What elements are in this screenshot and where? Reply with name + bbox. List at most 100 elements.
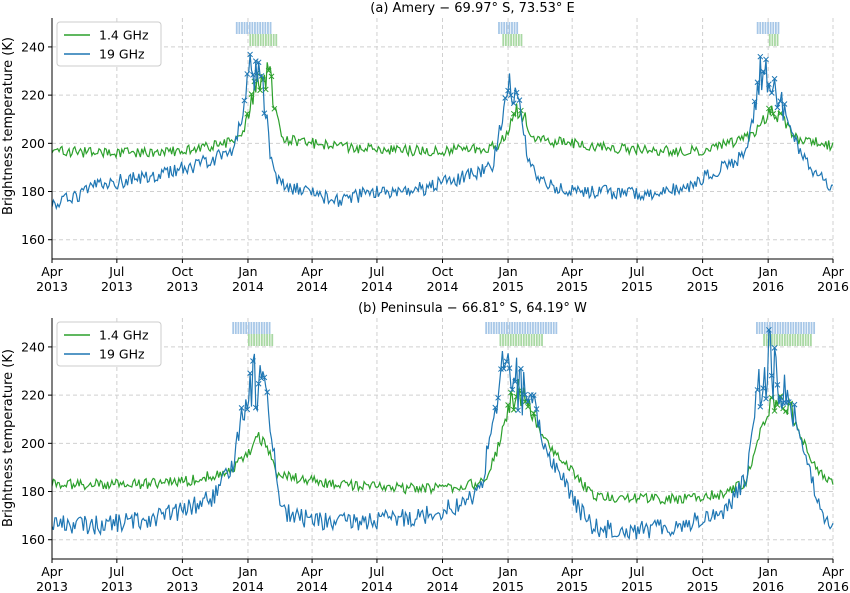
marker-tick — [269, 22, 272, 34]
marker-tick — [524, 322, 527, 334]
y-tick-label: 220 — [21, 388, 45, 403]
marker-tick — [502, 334, 504, 346]
x-tick-label: Oct 2015 — [687, 564, 719, 593]
x-tick-label: Apr 2014 — [296, 564, 328, 593]
marker-tick — [503, 322, 506, 334]
marker-tick — [545, 322, 547, 334]
x-tick-label: Apr 2016 — [817, 264, 849, 294]
x-tick-label: Jul 2014 — [361, 264, 393, 294]
marker-tick — [266, 322, 268, 334]
marker-tick — [783, 334, 786, 346]
marker-tick — [247, 322, 250, 334]
data-point-marker — [505, 402, 511, 408]
marker-tick — [525, 334, 528, 346]
marker-tick — [522, 334, 525, 346]
marker-tick — [257, 34, 259, 46]
data-point-marker — [268, 73, 275, 80]
marker-tick — [792, 322, 795, 334]
data-point-marker — [533, 406, 540, 412]
marker-tick — [541, 334, 543, 346]
marker-tick — [255, 334, 258, 346]
marker-tick — [756, 22, 759, 34]
marker-tick — [761, 22, 764, 34]
x-tick-label: Apr 2015 — [556, 264, 588, 294]
legend-label: 1.4 GHz — [99, 28, 149, 43]
marker-tick — [784, 322, 787, 334]
marker-tick — [259, 34, 262, 46]
x-tick-label: Jul 2015 — [621, 264, 653, 294]
marker-tick — [245, 322, 248, 334]
marker-tick — [237, 322, 240, 334]
series-line — [51, 379, 834, 505]
marker-tick — [789, 334, 791, 346]
data-point-marker — [781, 101, 788, 107]
marker-tick — [493, 322, 495, 334]
data-point-marker — [512, 378, 519, 385]
marker-tick — [805, 322, 808, 334]
marker-tick — [511, 22, 513, 34]
marker-tick — [763, 334, 765, 346]
x-tick-label: Oct 2013 — [166, 264, 198, 294]
x-tick-label: Apr 2014 — [296, 264, 328, 294]
marker-tick — [764, 22, 767, 34]
marker-tick — [267, 34, 270, 46]
marker-tick — [515, 34, 518, 46]
marker-tick — [254, 34, 257, 46]
data-point-marker — [768, 372, 775, 379]
marker-tick — [261, 22, 264, 34]
marker-tick — [487, 322, 490, 334]
marker-tick — [797, 322, 800, 334]
data-point-marker — [751, 98, 758, 105]
marker-tick — [263, 334, 266, 346]
data-point-marker — [241, 97, 248, 104]
data-point-marker — [255, 380, 262, 387]
x-tick-label: Oct 2014 — [427, 264, 459, 294]
data-point-marker — [261, 110, 268, 117]
marker-tick — [804, 334, 807, 346]
marker-tick — [509, 334, 512, 346]
data-point-marker — [774, 382, 781, 388]
marker-tick — [539, 322, 542, 334]
data-point-marker — [516, 97, 523, 103]
data-point-marker — [250, 358, 256, 364]
data-point-marker — [500, 365, 507, 372]
data-point-marker — [777, 98, 784, 104]
x-tick-label: Apr 2013 — [36, 264, 68, 294]
marker-tick — [770, 334, 773, 346]
data-point-marker — [757, 53, 764, 60]
legend-label: 19 GHz — [99, 347, 145, 362]
data-point-marker — [760, 68, 767, 75]
marker-tick — [246, 22, 249, 34]
marker-tick — [262, 34, 265, 46]
marker-tick — [512, 334, 515, 346]
marker-tick — [781, 334, 784, 346]
data-point-marker — [495, 394, 501, 401]
marker-tick — [769, 322, 771, 334]
marker-tick — [503, 22, 506, 34]
marker-tick — [516, 22, 519, 34]
marker-tick — [777, 22, 780, 34]
data-point-marker — [774, 104, 781, 111]
marker-tick — [530, 334, 533, 346]
marker-tick — [786, 334, 789, 346]
marker-tick — [772, 22, 775, 34]
marker-tick — [809, 334, 812, 346]
marker-tick — [234, 322, 237, 334]
marker-tick — [266, 334, 268, 346]
marker-tick — [538, 334, 541, 346]
data-point-marker — [502, 95, 509, 101]
data-point-marker — [766, 105, 772, 112]
marker-tick — [253, 322, 255, 334]
y-tick-label: 200 — [21, 436, 45, 451]
data-point-marker — [265, 67, 272, 74]
marker-tick — [232, 322, 235, 334]
marker-tick — [264, 22, 267, 34]
data-point-marker — [510, 100, 517, 107]
marker-tick — [778, 334, 781, 346]
panel-title: (a) Amery − 69.97° S, 73.53° E — [370, 1, 574, 16]
marker-tick — [238, 22, 241, 34]
marker-tick — [759, 22, 762, 34]
marker-tick — [763, 322, 766, 334]
marker-tick — [241, 22, 243, 34]
marker-tick — [550, 322, 553, 334]
